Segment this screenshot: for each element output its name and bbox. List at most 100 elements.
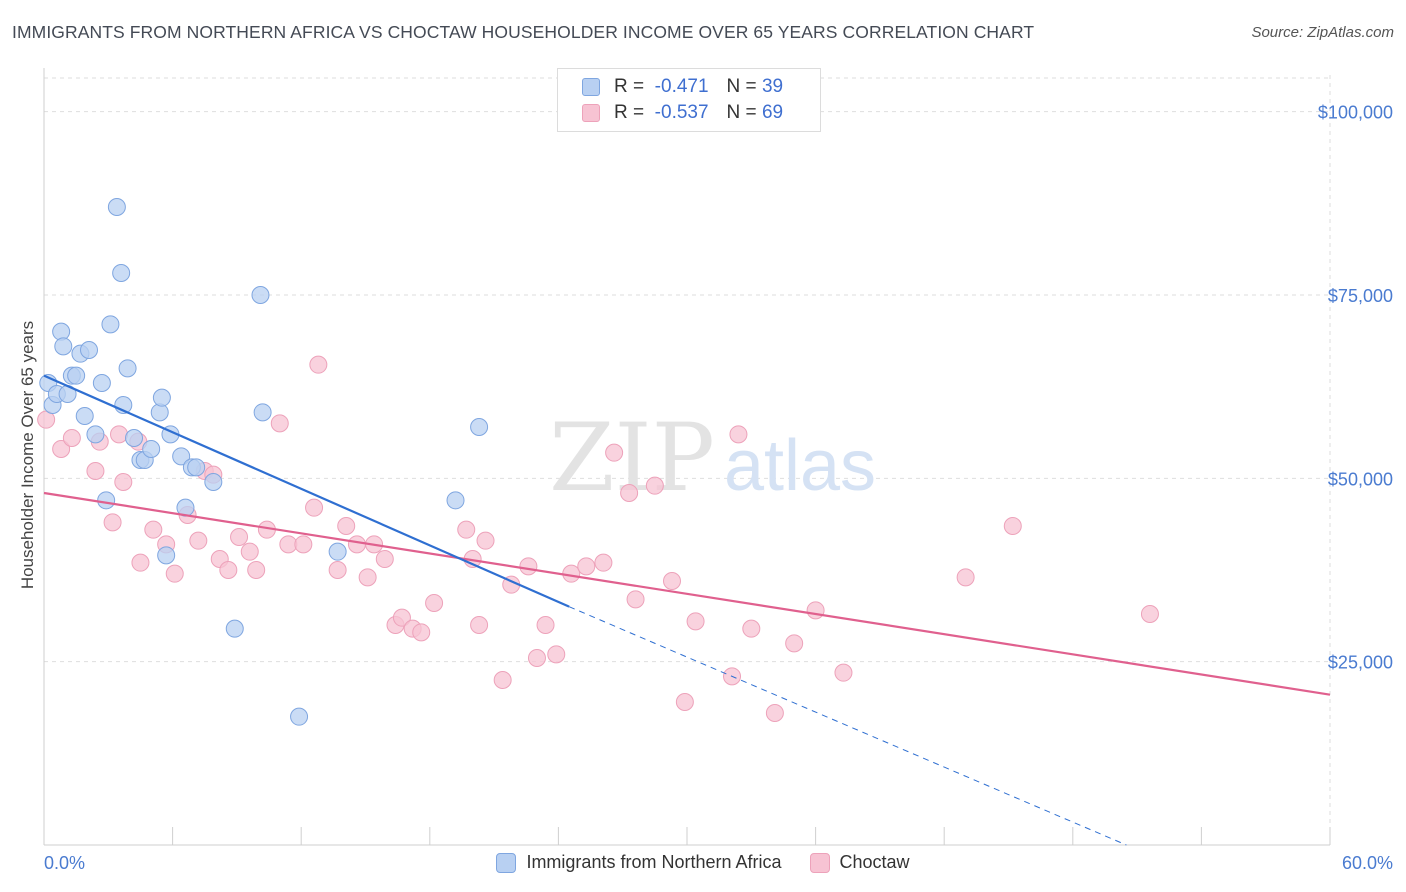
immigrants-point [172,447,191,466]
choctaw-point [470,616,489,634]
choctaw-point [457,520,476,539]
choctaw-point [662,572,681,590]
choctaw-point [114,473,133,491]
choctaw-point [219,561,238,579]
choctaw-point [62,429,81,447]
y-tick-label: $50,000 [1328,469,1393,489]
tick-labels: $25,000 $50,000 $75,000 $100,000 0.0% 60.0% [44,103,1393,873]
legend-swatch-pink [582,104,600,122]
legend-row-immigrants: R = -0.471 N = 39 [582,75,783,99]
source-credit: Source: ZipAtlas.com [1251,24,1394,41]
choctaw-point [645,476,664,495]
immigrants-point [328,542,347,561]
choctaw-point [412,623,431,642]
immigrants-point [67,366,86,385]
x-tick-label-max: 60.0% [1342,853,1393,873]
choctaw-point [686,612,705,631]
choctaw-point [103,513,122,532]
choctaw-point [328,561,347,579]
trend-lines [43,374,1331,846]
choctaw-point [620,484,639,502]
choctaw-point [347,535,366,554]
choctaw-point [527,649,546,667]
legend-r-value: -0.537 [654,102,709,123]
series-legend-label: Choctaw [839,852,910,872]
immigrants-point [470,418,489,436]
series-swatch-pink [809,852,830,873]
immigrants-point [253,403,272,422]
immigrants-point [251,286,270,304]
choctaw-point [230,528,249,546]
choctaw-point [834,663,853,682]
choctaw-point [305,498,324,517]
choctaw-point [309,355,328,374]
legend-r-label: R = [614,102,645,123]
immigrants-point [142,440,161,458]
data-points [37,198,1159,726]
immigrants-point [152,388,171,407]
choctaw-point [493,671,512,689]
x-tick-label-min: 0.0% [44,853,85,873]
choctaw-point [358,568,377,587]
immigrants-point [290,707,309,726]
choctaw-point [675,693,694,711]
legend-row-choctaw: R = -0.537 N = 69 [582,101,783,125]
immigrants-point [101,315,120,334]
immigrants-point [86,425,105,444]
choctaw-point [270,414,289,433]
choctaw-point [742,619,761,638]
watermark: ZIP atlas [549,404,876,513]
choctaw-point [110,425,129,444]
y-tick-label: $100,000 [1318,103,1393,123]
choctaw-point [547,645,566,664]
axes [43,68,1331,846]
choctaw-point [729,425,748,444]
choctaw-trend-line [43,491,1331,696]
choctaw-point [626,590,645,609]
immigrants-point [92,374,111,392]
choctaw-point [337,517,356,535]
choctaw-point [956,568,975,587]
immigrants-point [204,473,223,491]
series-legend-label: Immigrants from Northern Africa [526,852,782,872]
series-legend-immigrants[interactable]: Immigrants from Northern Africa [496,852,782,873]
immigrants-point [118,359,137,378]
choctaw-point [1003,517,1022,535]
immigrants-point [446,491,465,510]
immigrants-point [187,458,206,477]
choctaw-point [165,564,184,583]
immigrants-point [54,337,73,356]
immigrants-point [97,491,116,510]
legend-n-label: N = [726,102,757,123]
immigrants-trend-line [43,374,570,608]
correlation-legend: R = -0.471 N = 39 R = -0.537 N = 69 [557,68,821,132]
legend-r-label: R = [614,76,645,97]
legend-n-label: N = [726,76,757,97]
immigrants-trend-extension [568,606,1127,846]
legend-n-value: 69 [761,102,784,123]
choctaw-point [536,616,555,634]
choctaw-point [519,557,538,576]
choctaw-point [52,440,71,458]
series-legend: Immigrants from Northern Africa Choctaw [0,852,1406,873]
legend-r-value: -0.471 [654,76,709,97]
choctaw-point [785,634,804,653]
choctaw-point [806,601,825,620]
choctaw-point [1140,605,1159,623]
series-legend-choctaw[interactable]: Choctaw [809,852,910,873]
legend-swatch-blue [582,78,600,96]
immigrants-point [75,407,94,425]
choctaw-point [577,557,596,576]
choctaw-point [189,531,208,550]
legend-n-value: 39 [761,76,784,97]
immigrants-point [125,429,144,447]
y-tick-label: $25,000 [1328,653,1393,673]
choctaw-point [144,520,163,539]
choctaw-point [476,531,495,550]
choctaw-point [86,462,105,480]
choctaw-point [375,550,394,568]
immigrants-point [107,198,126,216]
immigrants-point [225,619,244,638]
choctaw-point [392,608,411,627]
